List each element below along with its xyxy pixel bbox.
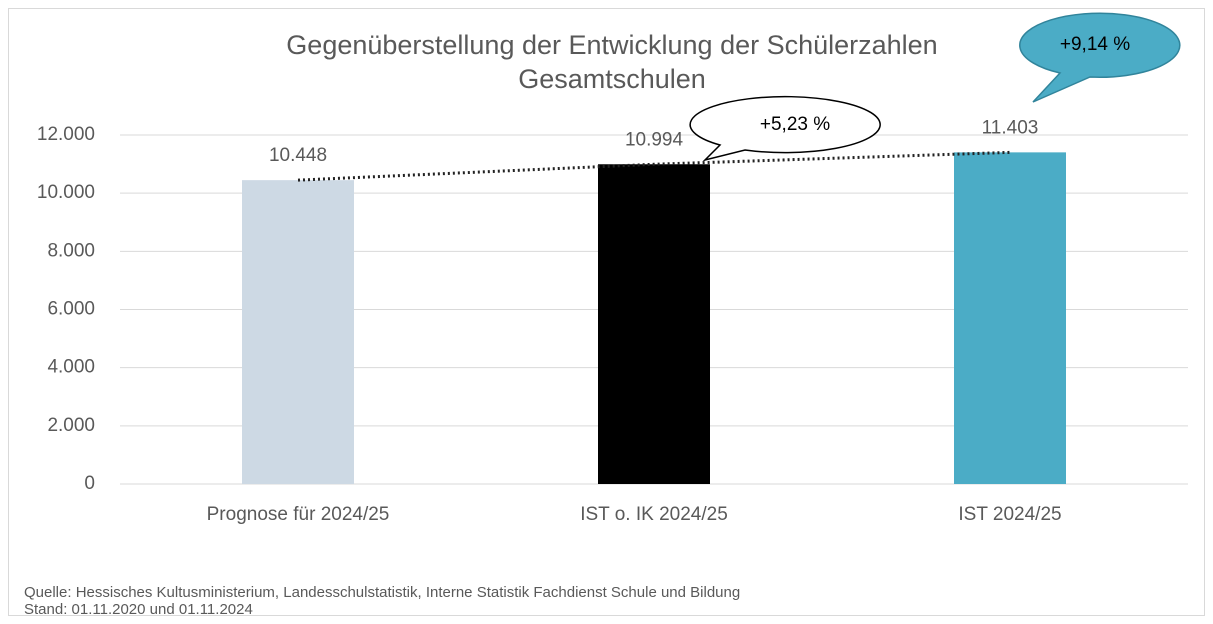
data-label: 10.994: [625, 129, 684, 150]
callout-bubble: [1019, 12, 1181, 103]
chart-title: Gegenüberstellung der Entwicklung der Sc…: [286, 30, 937, 60]
bar: [242, 180, 354, 484]
callout-text: +9,14 %: [1060, 34, 1130, 55]
source-note: Stand: 01.11.2020 und 01.11.2024: [24, 601, 253, 618]
plot-area: 0 2.000 4.000 6.000 8.000 10.000 12.000 Prognos…: [37, 117, 1188, 525]
y-tick-label: 4.000: [47, 357, 95, 378]
callout-bubble: [689, 95, 881, 162]
y-tick-label: 8.000: [47, 240, 95, 261]
x-tick-label: IST 2024/25: [958, 504, 1061, 525]
y-tick-label: 10.000: [37, 182, 95, 203]
bar: [598, 164, 710, 485]
x-tick-label: Prognose für 2024/25: [207, 504, 390, 525]
y-tick-label: 12.000: [37, 124, 95, 145]
x-tick-label: IST o. IK 2024/25: [580, 504, 728, 525]
data-label: 11.403: [982, 117, 1039, 138]
y-tick-label: 6.000: [47, 299, 95, 320]
chart-subtitle: Gesamtschulen: [518, 64, 706, 94]
source-note: Quelle: Hessisches Kultusministerium, La…: [24, 584, 740, 601]
y-tick-label: 2.000: [47, 415, 95, 436]
data-label: 10.448: [269, 145, 327, 166]
callout-text: +5,23 %: [760, 114, 830, 135]
trendline: [297, 150, 1011, 182]
y-tick-label: 0: [84, 473, 95, 494]
bar: [954, 152, 1066, 485]
